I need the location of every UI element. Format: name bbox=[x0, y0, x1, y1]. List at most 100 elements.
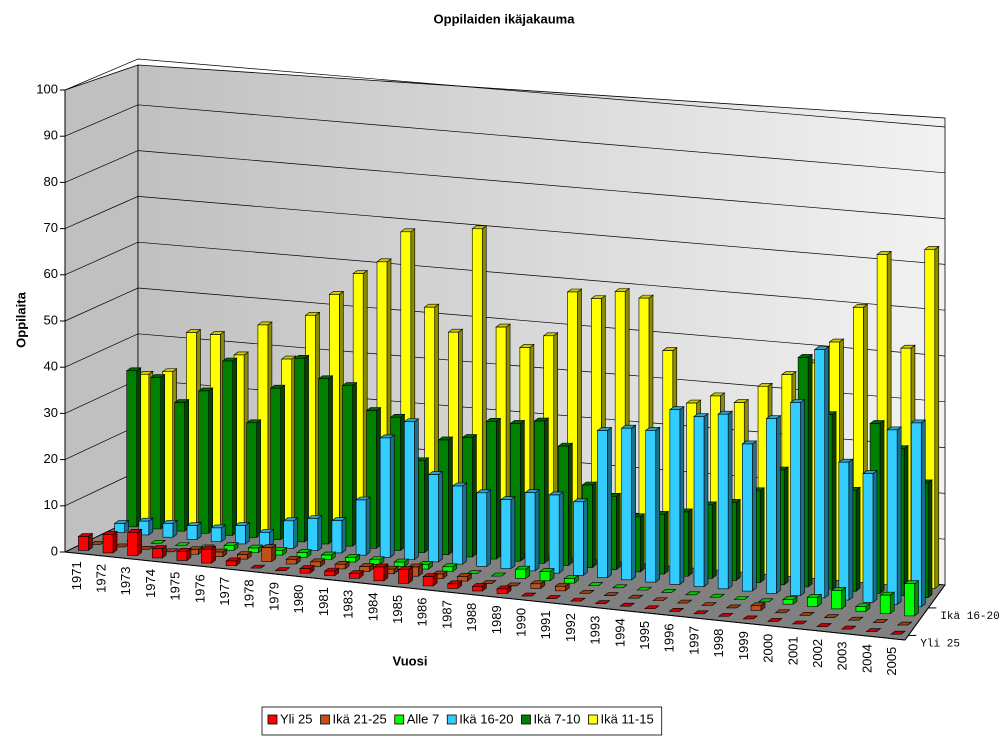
bar-side bbox=[711, 501, 717, 579]
labels: 0 10 20 30 40 50 60 70 80 90 100 1971 1972 1973 1974 19… bbox=[36, 81, 999, 675]
bar-side bbox=[855, 486, 861, 592]
bar bbox=[324, 570, 335, 577]
legend-label: Ikä 21-25 bbox=[333, 711, 387, 726]
y-tick-label: 70 bbox=[44, 220, 58, 235]
y-tick-label: 30 bbox=[44, 405, 58, 420]
bar bbox=[404, 421, 415, 560]
bar bbox=[283, 520, 294, 549]
bar bbox=[452, 485, 463, 565]
bar bbox=[782, 599, 794, 605]
grid-line bbox=[64, 241, 946, 311]
bar-top bbox=[766, 618, 783, 622]
bar bbox=[373, 566, 385, 582]
legend-swatch bbox=[446, 714, 457, 725]
bar-top bbox=[643, 605, 660, 610]
x-tick-label: 2002 bbox=[810, 639, 825, 668]
x-tick-label: 1989 bbox=[489, 605, 504, 634]
bar-top bbox=[174, 542, 191, 546]
x-tick-label: 2001 bbox=[785, 636, 800, 665]
x-axis-title: Vuosi bbox=[393, 653, 428, 668]
bar-side bbox=[520, 419, 525, 562]
bar-top bbox=[652, 597, 669, 601]
bar-top bbox=[603, 592, 620, 597]
bar-side bbox=[341, 517, 347, 554]
bar bbox=[236, 554, 248, 560]
x-tick-label: 1976 bbox=[192, 574, 207, 603]
bar-side bbox=[889, 591, 895, 615]
bar-side bbox=[136, 367, 142, 528]
bar-top bbox=[709, 593, 726, 598]
x-tick-label: 1981 bbox=[316, 587, 331, 616]
bar bbox=[270, 387, 281, 541]
legend-label: Ikä 16-20 bbox=[459, 711, 513, 726]
depth-label: Yli 25 bbox=[920, 638, 960, 650]
bar-side bbox=[424, 457, 429, 554]
bar bbox=[210, 527, 222, 542]
bar-side bbox=[510, 496, 516, 570]
x-tick-label: 2004 bbox=[859, 644, 874, 673]
bar-side bbox=[448, 436, 453, 556]
bar bbox=[398, 569, 409, 584]
bar bbox=[838, 461, 850, 601]
bar bbox=[496, 588, 508, 594]
bar-top bbox=[505, 582, 522, 587]
y-tick-label: 20 bbox=[44, 451, 58, 466]
bar bbox=[393, 561, 405, 568]
bar bbox=[669, 409, 681, 585]
bar-top bbox=[757, 598, 774, 603]
bar-top bbox=[865, 628, 882, 632]
bar bbox=[472, 586, 483, 592]
bar bbox=[348, 573, 360, 579]
x-tick-label: 1986 bbox=[415, 598, 430, 627]
legend-entries: Yli 25 Ikä 21-25 Alle 7 Ikä 16-20 Ikä 7-10 Ik… bbox=[267, 711, 654, 726]
bar bbox=[366, 410, 377, 549]
bar-top bbox=[701, 602, 717, 606]
bar-side bbox=[735, 498, 741, 582]
legend-swatch bbox=[267, 714, 278, 725]
bar-side bbox=[831, 411, 837, 590]
bar-side bbox=[872, 469, 878, 603]
bar-side bbox=[112, 530, 118, 554]
bar-side bbox=[903, 445, 909, 597]
bar bbox=[539, 571, 551, 582]
bar bbox=[693, 416, 705, 587]
bar bbox=[162, 523, 174, 538]
grid-line bbox=[64, 58, 946, 128]
bar bbox=[126, 370, 138, 528]
bar-top bbox=[725, 604, 742, 609]
bar-top bbox=[668, 607, 685, 612]
bar bbox=[223, 545, 235, 551]
bar bbox=[530, 583, 542, 589]
x-tick-label: 1983 bbox=[341, 590, 356, 619]
bar bbox=[422, 576, 434, 587]
legend-label: Yli 25 bbox=[280, 711, 313, 726]
bar-top bbox=[466, 570, 482, 575]
bar-top bbox=[693, 610, 709, 615]
bar bbox=[259, 532, 270, 547]
bar-side bbox=[800, 398, 805, 597]
bar bbox=[807, 597, 818, 607]
bars bbox=[77, 225, 940, 635]
bar bbox=[554, 585, 566, 592]
bar-top bbox=[627, 594, 644, 599]
y-tick-label: 50 bbox=[44, 312, 58, 327]
x-tick-label: 1996 bbox=[662, 623, 677, 652]
bar-top bbox=[791, 620, 808, 625]
grid-line bbox=[64, 150, 946, 219]
bar-side bbox=[727, 410, 733, 590]
bar-side bbox=[841, 586, 846, 610]
x-tick-label: 1973 bbox=[118, 566, 133, 595]
bar-top bbox=[676, 599, 693, 604]
bar bbox=[524, 492, 536, 572]
bar bbox=[222, 360, 233, 536]
x-tick-label: 1995 bbox=[637, 621, 652, 650]
bar-top bbox=[660, 589, 677, 593]
x-tick-label: 1975 bbox=[168, 572, 183, 601]
bar bbox=[369, 559, 381, 565]
x-tick-label: 1999 bbox=[736, 631, 751, 660]
bar-side bbox=[927, 479, 933, 599]
bar bbox=[174, 402, 185, 532]
legend-swatch bbox=[588, 714, 598, 725]
bar-side bbox=[896, 426, 902, 606]
x-tick-label: 1972 bbox=[93, 564, 108, 593]
